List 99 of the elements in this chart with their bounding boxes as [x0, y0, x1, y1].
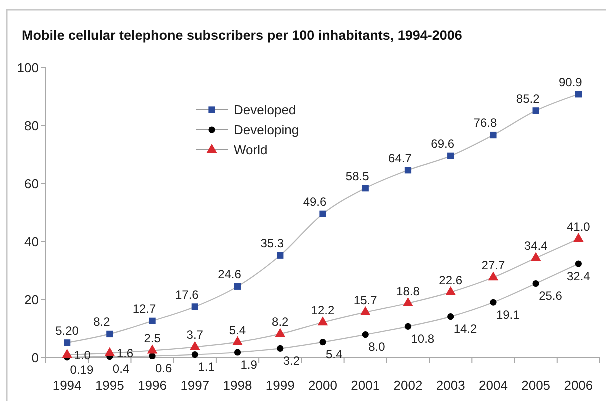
point: [192, 352, 198, 358]
data-label: 18.8: [396, 284, 420, 298]
data-label: 8.0: [368, 340, 386, 354]
x-tick-label: 2003: [436, 378, 466, 393]
point: [448, 152, 454, 160]
data-label: 12.2: [311, 304, 335, 318]
point: [62, 349, 72, 358]
data-label: 49.6: [303, 195, 327, 210]
point: [360, 306, 371, 316]
data-label: 0.6: [156, 362, 173, 376]
x-tick-label: 2001: [351, 378, 380, 393]
x-tick-label: 1999: [266, 378, 295, 393]
data-label: 0.4: [112, 362, 130, 376]
chart-title: Mobile cellular telephone subscribers per 100 inhabitants, 1994-2006: [22, 28, 463, 43]
y-tick-label: 100: [17, 60, 39, 76]
data-label: 19.1: [496, 308, 520, 322]
point: [277, 345, 284, 352]
data-label: 5.4: [229, 323, 246, 338]
data-label: 58.5: [346, 169, 370, 184]
y-tick-label: 40: [24, 234, 39, 250]
point: [490, 299, 497, 306]
data-label: 1.9: [240, 358, 258, 372]
data-label: 1.6: [116, 346, 134, 361]
legend-label: Developing: [234, 122, 300, 138]
data-label: 3.7: [186, 328, 204, 342]
point: [532, 280, 540, 288]
point: [446, 286, 456, 296]
point: [575, 91, 582, 98]
data-label: 34.4: [524, 239, 548, 254]
data-label: 41.0: [567, 220, 591, 234]
data-label: 85.2: [516, 92, 540, 106]
point: [530, 252, 542, 262]
data-label: 5.20: [56, 324, 80, 338]
y-tick-label: 20: [24, 292, 39, 308]
point: [277, 252, 284, 259]
point: [190, 341, 200, 350]
point: [320, 339, 326, 346]
point: [104, 347, 116, 356]
point: [149, 352, 156, 360]
x-tick-label: 1997: [180, 378, 210, 393]
point: [448, 314, 454, 320]
point: [574, 233, 584, 242]
data-label: 27.7: [482, 258, 506, 273]
x-tick-label: 2006: [564, 378, 594, 393]
point: [149, 318, 156, 324]
point: [490, 132, 497, 139]
point: [488, 272, 499, 281]
data-label: 2.5: [144, 332, 162, 346]
data-label: 90.9: [559, 75, 583, 90]
x-tick-label: 1996: [138, 378, 167, 393]
point: [106, 330, 114, 338]
point: [404, 323, 412, 330]
point: [64, 340, 71, 346]
point: [232, 336, 243, 346]
point: [320, 210, 326, 218]
legend-label: World: [234, 142, 268, 158]
data-label: 64.7: [388, 151, 412, 166]
point: [318, 316, 328, 326]
data-label: 10.8: [411, 332, 435, 346]
point: [575, 260, 582, 268]
x-tick-label: 2000: [308, 378, 338, 393]
data-label: 14.2: [454, 322, 478, 336]
data-label: 8.2: [94, 315, 111, 330]
data-label: 5.4: [326, 348, 344, 362]
point: [234, 349, 242, 356]
data-label: 0.19: [70, 362, 94, 377]
data-label: 35.3: [260, 236, 284, 251]
y-tick-label: 0: [32, 350, 39, 366]
data-label: 76.8: [474, 116, 498, 130]
data-label: 17.6: [175, 288, 200, 302]
data-label: 1.0: [74, 348, 92, 362]
x-tick-label: 2002: [394, 378, 423, 393]
x-tick-label: 1995: [95, 378, 124, 393]
data-label: 69.6: [431, 137, 455, 152]
data-label: 25.6: [539, 289, 563, 304]
x-tick-label: 2004: [479, 378, 508, 393]
y-tick-label: 80: [24, 118, 39, 134]
data-label: 15.7: [354, 293, 378, 308]
data-label: 1.1: [198, 360, 216, 374]
point: [362, 332, 369, 338]
data-label: 24.6: [218, 268, 242, 282]
data-label: 32.4: [567, 269, 591, 284]
data-label: 3.2: [283, 354, 300, 368]
legend-label: Developed: [234, 102, 296, 118]
point: [362, 185, 369, 192]
y-tick-label: 60: [24, 176, 39, 192]
point: [147, 344, 158, 354]
point: [234, 283, 242, 290]
point: [192, 304, 198, 310]
x-tick-label: 2005: [522, 378, 551, 393]
point: [403, 298, 414, 306]
x-tick-label: 1994: [52, 378, 82, 393]
data-label: 22.6: [439, 273, 463, 288]
x-tick-label: 1998: [223, 378, 252, 393]
point: [532, 108, 540, 114]
data-label: 8.2: [272, 315, 290, 330]
point: [275, 328, 286, 338]
data-label: 12.7: [132, 302, 157, 316]
point: [404, 167, 412, 174]
